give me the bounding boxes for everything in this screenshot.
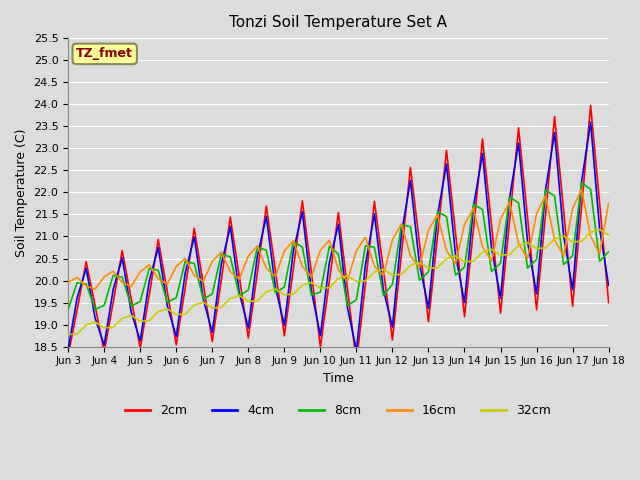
Title: Tonzi Soil Temperature Set A: Tonzi Soil Temperature Set A [229,15,447,30]
Legend: 2cm, 4cm, 8cm, 16cm, 32cm: 2cm, 4cm, 8cm, 16cm, 32cm [120,399,556,422]
X-axis label: Time: Time [323,372,354,385]
Text: TZ_fmet: TZ_fmet [76,48,133,60]
Y-axis label: Soil Temperature (C): Soil Temperature (C) [15,128,28,257]
